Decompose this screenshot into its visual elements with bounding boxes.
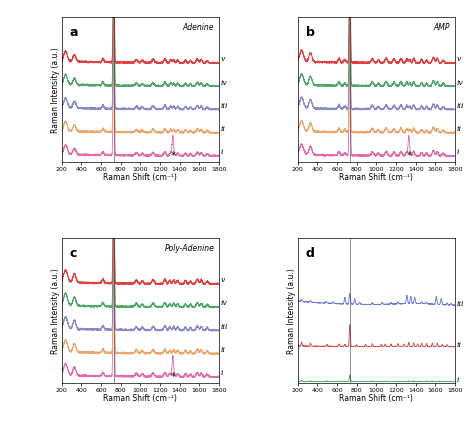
Text: iii: iii	[456, 300, 464, 308]
X-axis label: Raman Shift (cm⁻¹): Raman Shift (cm⁻¹)	[339, 394, 413, 403]
Text: v: v	[220, 276, 225, 284]
Text: *: *	[406, 151, 411, 161]
X-axis label: Raman Shift (cm⁻¹): Raman Shift (cm⁻¹)	[103, 394, 177, 403]
Text: i: i	[456, 148, 459, 156]
Text: i: i	[456, 377, 459, 384]
Text: i: i	[220, 369, 223, 377]
Y-axis label: Raman Intensity (a.u.): Raman Intensity (a.u.)	[51, 268, 60, 354]
Text: a: a	[70, 26, 78, 39]
Text: b: b	[306, 26, 314, 39]
Y-axis label: Raman Intensity (a.u.): Raman Intensity (a.u.)	[51, 47, 60, 132]
Text: v: v	[220, 55, 225, 63]
Text: iii: iii	[220, 102, 228, 110]
Text: d: d	[306, 247, 314, 260]
Text: AMP: AMP	[434, 23, 450, 32]
Text: *: *	[170, 372, 175, 383]
Text: i: i	[220, 148, 223, 156]
Text: ii: ii	[456, 125, 462, 133]
Text: ii: ii	[456, 341, 462, 349]
Text: c: c	[70, 247, 77, 260]
Text: Adenine: Adenine	[183, 23, 214, 32]
X-axis label: Raman Shift (cm⁻¹): Raman Shift (cm⁻¹)	[339, 173, 413, 182]
X-axis label: Raman Shift (cm⁻¹): Raman Shift (cm⁻¹)	[103, 173, 177, 182]
Y-axis label: Raman Intensity (a.u.): Raman Intensity (a.u.)	[287, 268, 296, 354]
Text: *: *	[170, 151, 175, 161]
Text: iv: iv	[220, 299, 227, 308]
Text: iv: iv	[456, 78, 463, 86]
Text: iii: iii	[456, 102, 464, 110]
Text: iv: iv	[220, 78, 227, 86]
Text: Poly-Adenine: Poly-Adenine	[164, 244, 214, 253]
Text: ii: ii	[220, 346, 226, 354]
Text: v: v	[456, 55, 461, 63]
Text: iii: iii	[220, 322, 228, 331]
Text: ii: ii	[220, 125, 226, 133]
